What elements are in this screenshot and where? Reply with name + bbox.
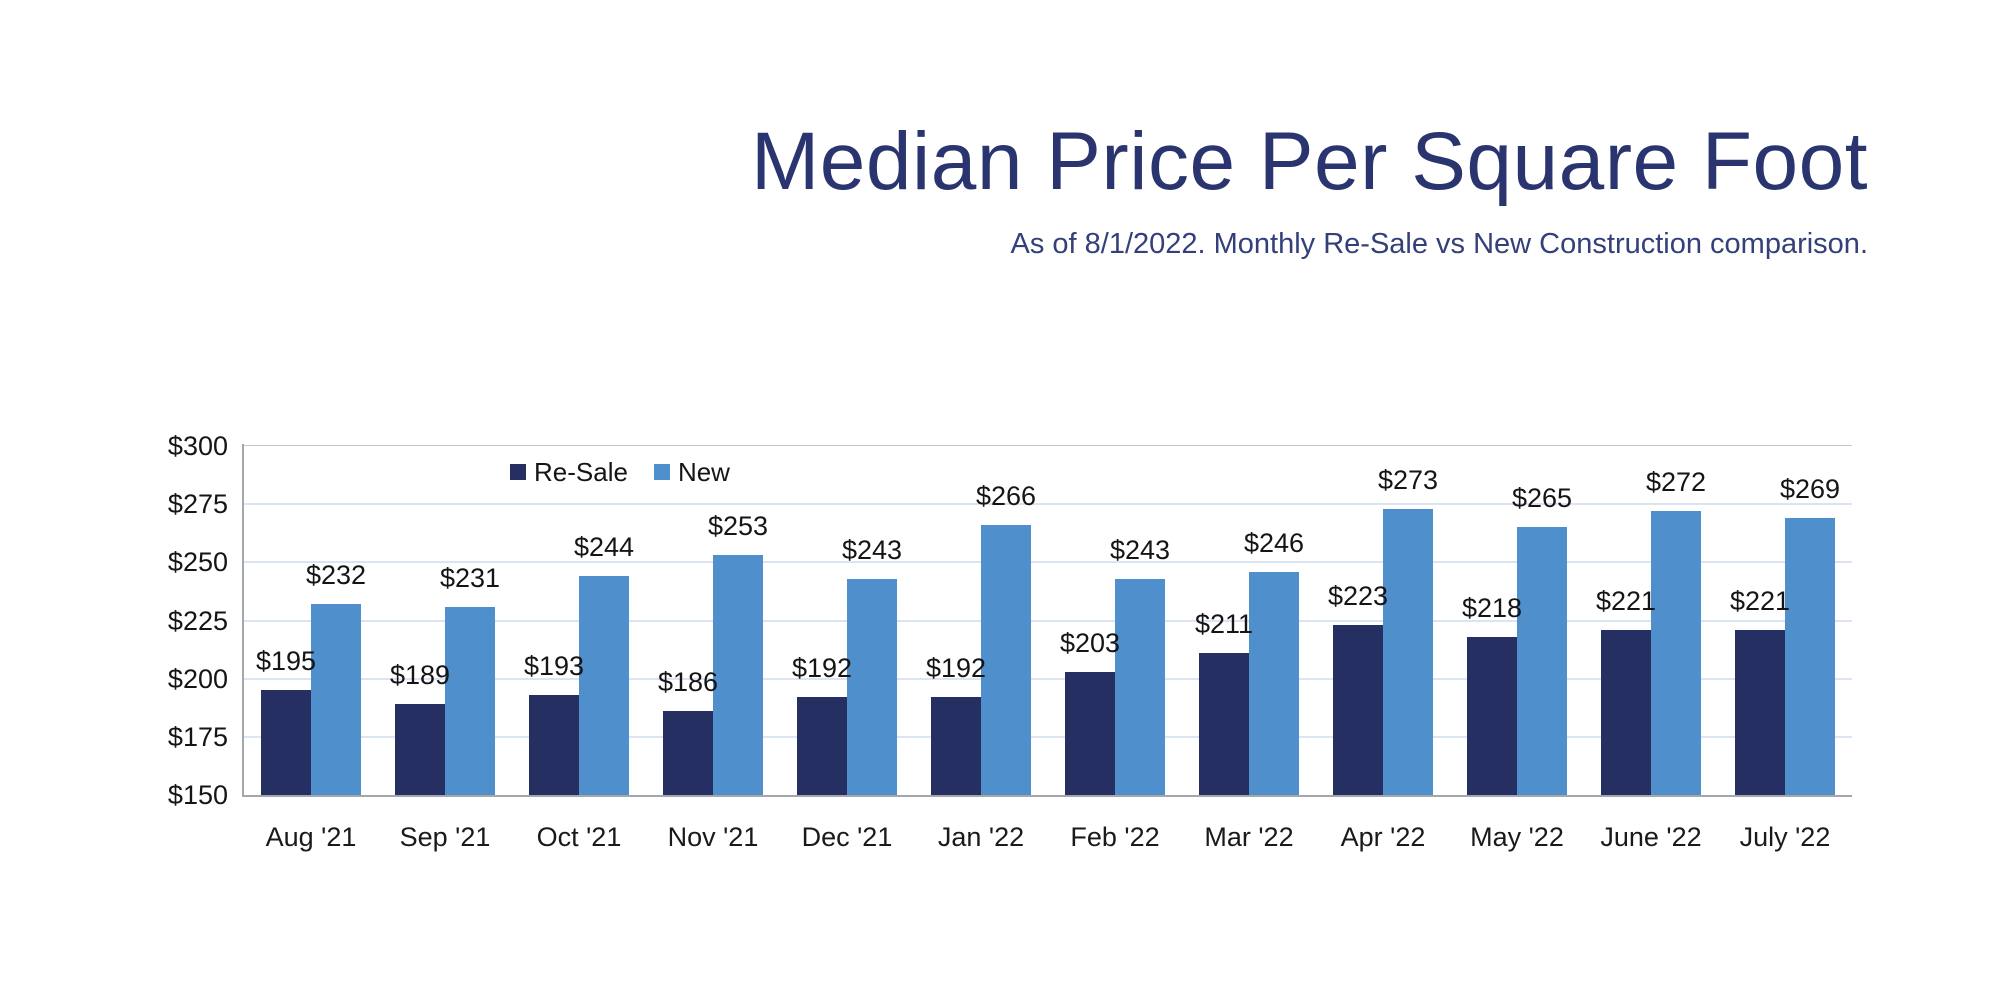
bar-new: [1115, 578, 1165, 795]
legend-swatch-icon: [653, 464, 670, 480]
bar-value-label: $211: [1194, 609, 1254, 640]
bar-value-label: $266: [975, 481, 1037, 512]
x-tick-label: Aug '21: [265, 822, 357, 852]
bar-re-sale: [663, 711, 713, 795]
y-tick-label: $225: [167, 605, 228, 636]
bar-re-sale: [529, 694, 579, 795]
y-tick-label: $200: [167, 663, 228, 694]
bar-value-label: $243: [841, 534, 903, 565]
bar-new: [1785, 518, 1835, 795]
bar-value-label: $269: [1779, 474, 1841, 505]
chart-header: Median Price Per Square Foot As of 8/1/2…: [751, 112, 1868, 262]
x-axis-line: [242, 795, 1852, 797]
bar-new: [981, 525, 1031, 795]
x-tick-label: Dec '21: [801, 822, 893, 852]
bar-value-label: $189: [389, 660, 451, 691]
bar-new: [713, 555, 763, 795]
y-gridline: [244, 735, 1852, 738]
x-tick-label: May '22: [1470, 822, 1564, 852]
bar-value-label: $273: [1377, 464, 1439, 495]
bar-value-label: $195: [255, 646, 317, 677]
bar-re-sale: [1199, 653, 1249, 795]
y-gridline: [244, 503, 1852, 506]
chart-subtitle: As of 8/1/2022. Monthly Re-Sale vs New C…: [1010, 228, 1868, 260]
x-tick-label: June '22: [1600, 822, 1702, 852]
x-tick-label: Jan '22: [937, 822, 1025, 852]
bar-re-sale: [1467, 636, 1517, 795]
x-tick-label: Oct '21: [536, 822, 622, 852]
bar-value-label: $243: [1109, 534, 1171, 565]
bar-value-label: $186: [657, 667, 719, 698]
x-tick-label: Feb '22: [1070, 822, 1160, 852]
bar-new: [1517, 527, 1567, 795]
bar-value-label: $244: [573, 532, 635, 563]
bar-new: [311, 604, 361, 795]
x-tick-label: Nov '21: [667, 822, 759, 852]
y-tick-label: $150: [167, 780, 228, 810]
bar-value-label: $221: [1595, 585, 1657, 616]
y-axis-line: [242, 444, 244, 797]
bar-new: [445, 606, 495, 795]
bar-re-sale: [1735, 629, 1785, 795]
legend-swatch-icon: [510, 464, 526, 480]
x-tick-label: Mar '22: [1204, 822, 1294, 852]
chart-legend: Re-Sale New: [510, 458, 730, 486]
bar-value-label: $246: [1243, 527, 1305, 558]
bar-value-label: $272: [1645, 467, 1707, 498]
bar-value-label: $231: [439, 562, 501, 593]
x-tick-label: July '22: [1739, 822, 1831, 852]
plot-top-border: [244, 445, 1852, 446]
bar-new: [1383, 508, 1433, 795]
legend-item-new: New: [653, 457, 730, 487]
bar-re-sale: [395, 704, 445, 795]
bar-re-sale: [797, 697, 847, 795]
bar-re-sale: [1601, 629, 1651, 795]
bar-value-label: $192: [925, 653, 987, 684]
y-gridline: [244, 677, 1852, 680]
legend-label: New: [677, 457, 730, 487]
bar-value-label: $221: [1729, 585, 1791, 616]
bar-new: [1651, 511, 1701, 795]
y-tick-label: $250: [167, 547, 228, 578]
y-gridline: [244, 561, 1852, 564]
x-tick-label: Apr '22: [1340, 822, 1426, 852]
y-tick-label: $175: [167, 721, 228, 752]
bar-value-label: $192: [791, 653, 853, 684]
bar-value-label: $193: [523, 650, 585, 681]
bar-value-label: $232: [305, 560, 367, 591]
legend-label: Re-Sale: [534, 457, 628, 487]
legend-item-re-sale: Re-Sale: [510, 458, 628, 486]
bar-re-sale: [1333, 625, 1383, 795]
y-gridline: [244, 619, 1852, 622]
y-tick-label: $275: [167, 489, 228, 520]
bar-re-sale: [931, 697, 981, 795]
bar-new: [579, 576, 629, 795]
bar-value-label: $223: [1327, 581, 1389, 612]
bar-new: [847, 578, 897, 795]
bar-value-label: $265: [1511, 483, 1573, 514]
bar-value-label: $203: [1059, 627, 1121, 658]
bar-value-label: $218: [1461, 592, 1523, 623]
y-tick-label: $300: [167, 431, 228, 461]
bar-re-sale: [261, 690, 311, 795]
x-tick-label: Sep '21: [399, 822, 491, 852]
chart-title: Median Price Per Square Foot: [751, 116, 1868, 207]
bar-new: [1249, 571, 1299, 795]
bar-re-sale: [1065, 671, 1115, 795]
bar-value-label: $253: [707, 511, 769, 542]
